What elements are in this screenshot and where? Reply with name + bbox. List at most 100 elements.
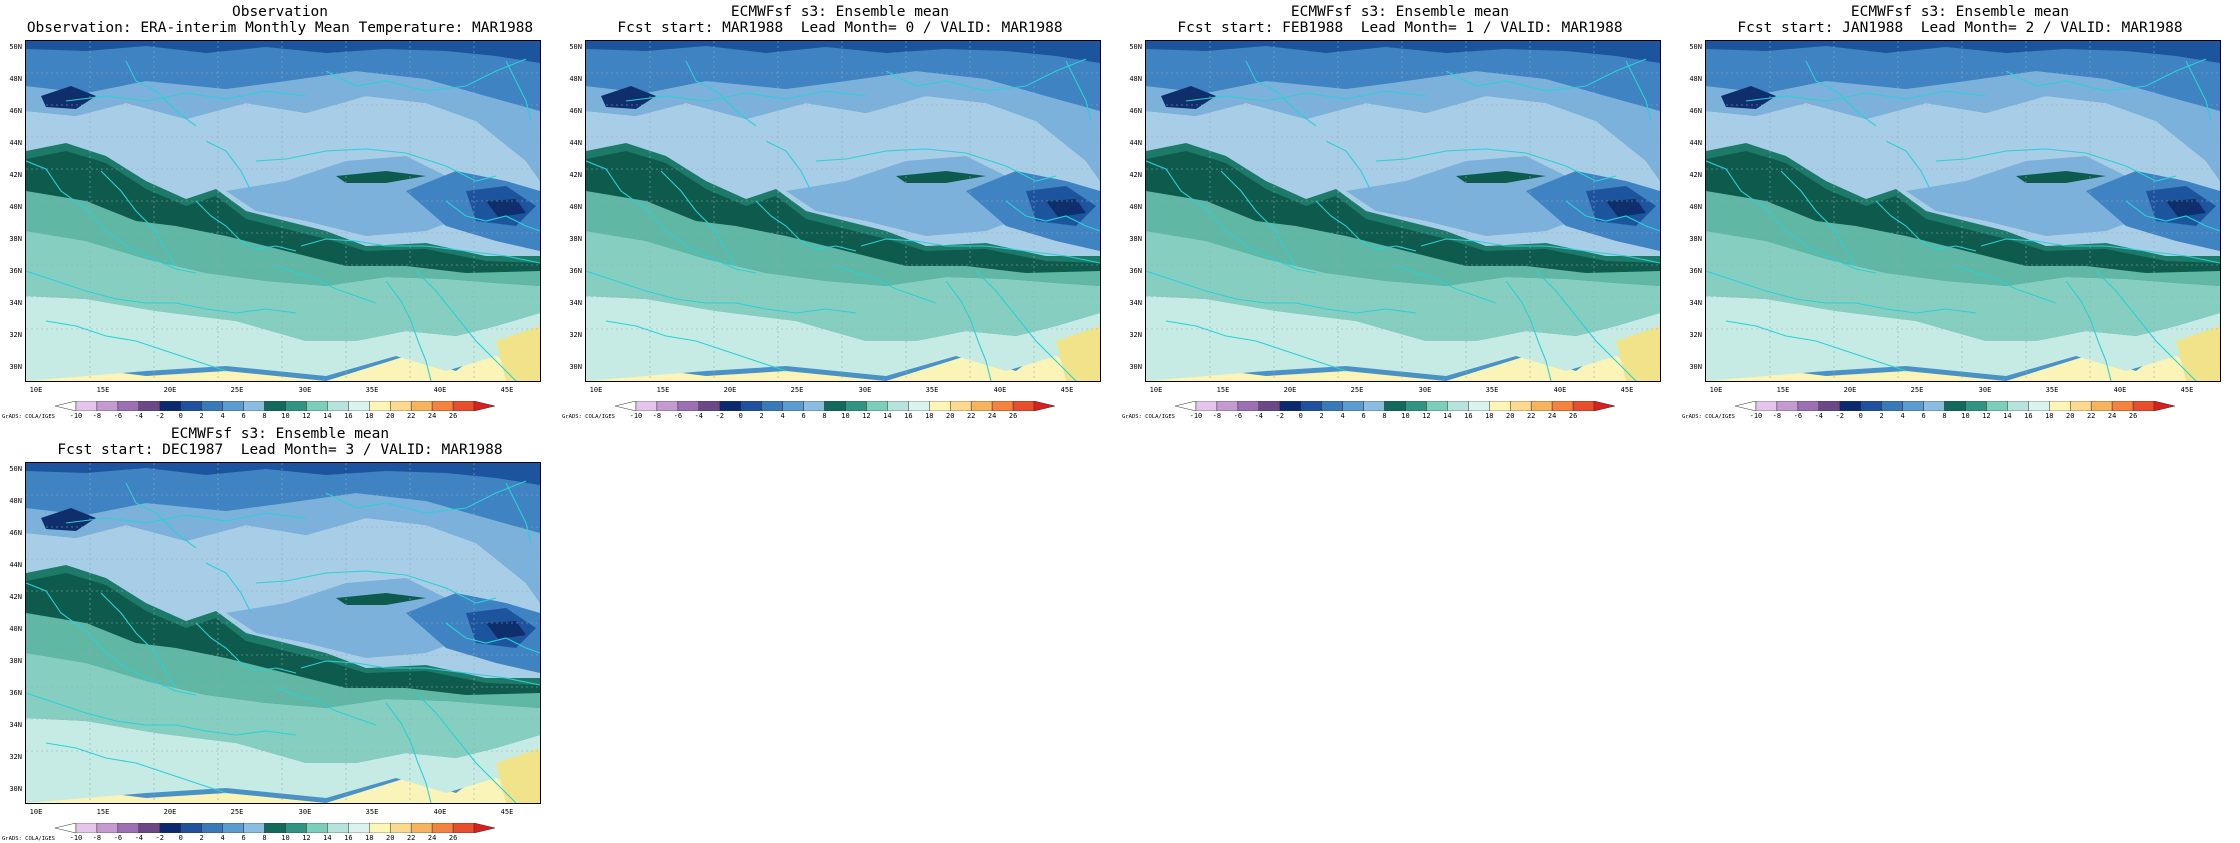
contour-band-16 (1706, 296, 2220, 381)
lat-tick-label: 50N (1129, 43, 1142, 51)
colorbar-swatch (803, 401, 825, 411)
colorbar-tick-label: -2 (715, 412, 724, 420)
colorbar-swatch (1572, 401, 1595, 411)
contour-band-14 (586, 231, 1100, 341)
colorbar-swatch (1258, 401, 1281, 411)
coastline (26, 582, 197, 696)
colorbar-swatch (1237, 401, 1260, 411)
colorbar-tick-label: 18 (365, 834, 374, 842)
colorbar-tick-label: 6 (1921, 412, 1926, 420)
contour-band-m2 (601, 86, 656, 109)
colorbar-tick-label: 22 (966, 412, 976, 420)
colorbar-swatch (96, 823, 119, 833)
lat-tick-label: 46N (569, 107, 582, 115)
colorbar-tick-label: 0 (1298, 412, 1303, 420)
colorbar-tick-label: -2 (1835, 412, 1844, 420)
lat-tick-label: 32N (1129, 331, 1142, 339)
coastline (1745, 90, 1987, 102)
colorbar-tick-label: 26 (1568, 412, 1578, 420)
coastline (1535, 270, 1637, 381)
lat-tick-label: 36N (569, 267, 582, 275)
colorbar-tick-label: 2 (1319, 412, 1324, 420)
colorbar-tick-label: 0 (738, 412, 743, 420)
panel-title: Observation (231, 4, 329, 20)
colorbar-swatch (1033, 401, 1055, 411)
lat-tick-label: 42N (1689, 171, 1702, 179)
coastline (26, 160, 197, 274)
coastline (685, 60, 757, 127)
colorbar-swatch (264, 823, 286, 833)
coastline (275, 265, 377, 304)
colorbar-tick-label: 6 (801, 412, 806, 420)
lat-tick-label: 38N (1129, 235, 1142, 243)
colorbar-swatch (243, 401, 265, 411)
colorbar-swatch (55, 401, 77, 411)
coastline (945, 280, 992, 381)
lon-tick-label: 35E (365, 386, 379, 394)
colorbar-swatch (2090, 401, 2113, 411)
colorbar-tick-label: 16 (1464, 412, 1473, 420)
colorbar-swatch (306, 401, 328, 411)
colorbar-swatch (1175, 401, 1197, 411)
coastline (660, 170, 737, 267)
coastline (1420, 238, 1660, 264)
colorbar-tick-label: 26 (1008, 412, 1018, 420)
contour-patch-10 (2016, 171, 2106, 183)
coastline (975, 270, 1077, 381)
colorbar-tick-label: 20 (1506, 412, 1515, 420)
coastline (605, 320, 787, 372)
colorbar-swatch (1986, 401, 2008, 411)
colorbar-swatch (348, 401, 370, 411)
colorbar-tick-label: 10 (281, 412, 290, 420)
coastline (1980, 238, 2220, 264)
colorbar-swatch (2049, 401, 2071, 411)
colorbar-swatch (473, 823, 495, 833)
colorbar-tick-label: 0 (1858, 412, 1863, 420)
colorbar-swatch (2111, 401, 2134, 411)
lat-tick-label: 30N (1129, 363, 1142, 371)
contour-patch-10 (896, 171, 986, 183)
colorbar-swatch (452, 401, 475, 411)
lat-tick-label: 34N (9, 299, 22, 307)
coastline (885, 58, 1087, 92)
coastline (1805, 60, 1877, 127)
panel-subtitle: Fcst start: DEC1987 Lead Month= 3 / VALI… (57, 442, 503, 458)
colorbar-tick-label: 6 (241, 834, 246, 842)
coastline (205, 140, 252, 192)
contour-band-16 (1146, 296, 1660, 381)
colorbar-swatch (1735, 401, 1757, 411)
lon-tick-label: 10E (1149, 386, 1163, 394)
contour-band-2 (586, 41, 1100, 111)
colorbar-tick-label: 14 (323, 412, 332, 420)
coastline (1445, 58, 1647, 92)
colorbar-swatch (452, 823, 475, 833)
colorbar-tick-label: -6 (113, 834, 123, 842)
coastline (2125, 200, 2220, 232)
coastline (1706, 270, 1977, 314)
colorbar-swatch (1944, 401, 1966, 411)
colorbar-swatch (1839, 401, 1861, 411)
coastline (1375, 148, 1617, 182)
colorbar-swatch (1489, 401, 1511, 411)
coastline (45, 742, 227, 794)
contour-map (585, 40, 1101, 382)
colorbar-tick-label: 20 (386, 412, 395, 420)
lat-tick-label: 36N (9, 267, 22, 275)
colorbar-tick-label: 14 (323, 834, 332, 842)
coastline (2065, 280, 2112, 381)
colorbar-swatch (1216, 401, 1239, 411)
colorbar-tick-label: 4 (1340, 412, 1345, 420)
coastline (415, 270, 517, 381)
colorbar-swatch (348, 823, 370, 833)
coastline (1935, 148, 2177, 182)
colorbar-swatch (824, 401, 846, 411)
lat-tick-label: 38N (1689, 235, 1702, 243)
lon-tick-label: 20E (1283, 386, 1297, 394)
coastline (205, 562, 252, 614)
grads-credit: GrADS: COLA/IGES (2, 836, 55, 842)
coastline (1245, 60, 1317, 127)
lat-tick-label: 42N (569, 171, 582, 179)
lat-tick-label: 46N (9, 529, 22, 537)
colorbar-tick-label: 24 (1547, 412, 1557, 420)
contour-patch-20 (496, 748, 540, 803)
